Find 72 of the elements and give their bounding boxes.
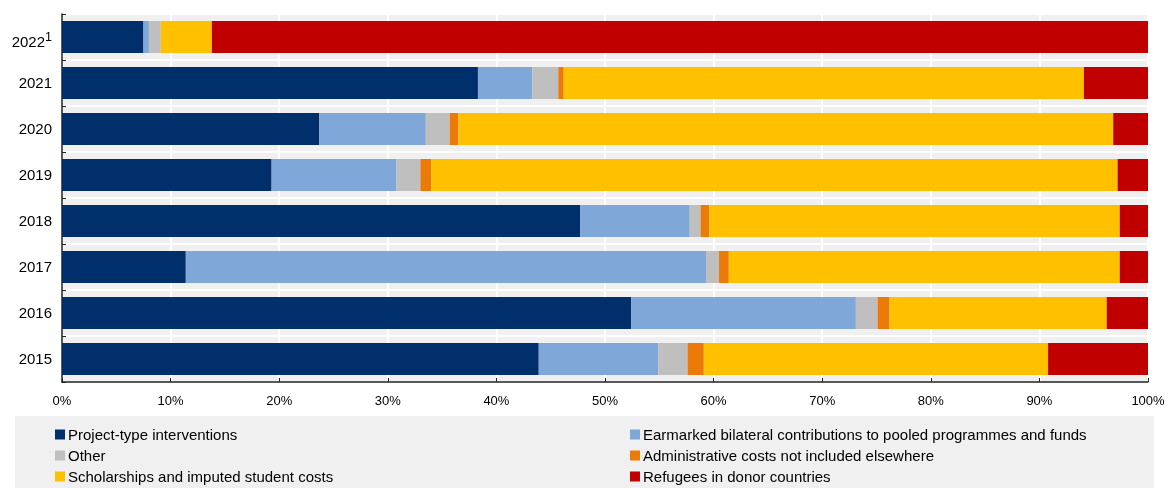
legend-label: Scholarships and imputed student costs: [68, 468, 334, 485]
bar: [62, 67, 478, 99]
bar: [1106, 297, 1148, 329]
bar: [62, 159, 272, 191]
bar: [62, 251, 186, 283]
y-tick-label: 2015: [18, 350, 52, 368]
bar: [532, 67, 559, 99]
bar: [1119, 205, 1148, 237]
bar: [563, 67, 1084, 99]
bar: [420, 159, 432, 191]
legend-label: Project-type interventions: [68, 426, 238, 443]
bar: [687, 343, 704, 375]
y-tick-label: 2022$^{1}$: [11, 29, 52, 51]
bar: [62, 113, 320, 145]
legend-label: Earmarked bilateral contributions to pooled programmes and funds: [643, 426, 1087, 443]
legend-label: Other: [68, 447, 106, 464]
bar: [1117, 159, 1148, 191]
bar: [62, 297, 632, 329]
bar: [185, 251, 706, 283]
bar: [62, 205, 581, 237]
bar: [631, 297, 856, 329]
bar: [855, 297, 878, 329]
bar: [211, 21, 1148, 53]
bar: [1083, 67, 1148, 99]
bar: [148, 21, 161, 53]
bar: [709, 205, 1120, 237]
bar: [477, 67, 533, 99]
bar: [271, 159, 397, 191]
legend-label: Refugees in donor countries: [643, 468, 831, 485]
bar: [728, 251, 1120, 283]
bar: [1119, 251, 1148, 283]
y-tick-label: 2018: [18, 212, 52, 230]
bar: [62, 21, 144, 53]
bar: [458, 113, 1114, 145]
bar: [431, 159, 1118, 191]
bar: [160, 21, 212, 53]
bar: [396, 159, 421, 191]
bar: [449, 113, 459, 145]
bar: [877, 297, 890, 329]
x-tick-label: 100%: [1131, 393, 1166, 408]
bar: [719, 251, 729, 283]
x-tick-label: 40%: [483, 393, 510, 408]
bar: [658, 343, 688, 375]
x-tick-label: 80%: [917, 393, 945, 408]
bar: [538, 343, 659, 375]
bar: [1113, 113, 1148, 145]
y-tick-label: 2019: [18, 166, 52, 184]
bar: [889, 297, 1107, 329]
legend-label: Administrative costs not included elsewhere: [643, 447, 934, 464]
bar: [1048, 343, 1148, 375]
bar: [143, 21, 149, 53]
x-tick-label: 60%: [700, 393, 728, 408]
y-tick-label: 2017: [18, 258, 52, 276]
x-tick-label: 10%: [157, 393, 185, 408]
bar: [319, 113, 426, 145]
x-tick-label: 20%: [266, 393, 293, 408]
bar: [62, 343, 539, 375]
bar: [689, 205, 701, 237]
x-tick-label: 70%: [809, 393, 836, 408]
x-tick-label: 50%: [591, 393, 619, 408]
y-tick-label: 2020: [18, 120, 52, 138]
bar: [703, 343, 1049, 375]
y-tick-label: 2021: [18, 74, 52, 92]
y-tick-label: 2016: [18, 304, 52, 322]
x-tick-label: 0%: [52, 393, 72, 408]
bar: [706, 251, 720, 283]
x-tick-label: 30%: [374, 393, 402, 408]
bar: [700, 205, 710, 237]
bar: [425, 113, 450, 145]
bar: [580, 205, 690, 237]
x-tick-label: 90%: [1026, 393, 1053, 408]
bar: [558, 67, 564, 99]
